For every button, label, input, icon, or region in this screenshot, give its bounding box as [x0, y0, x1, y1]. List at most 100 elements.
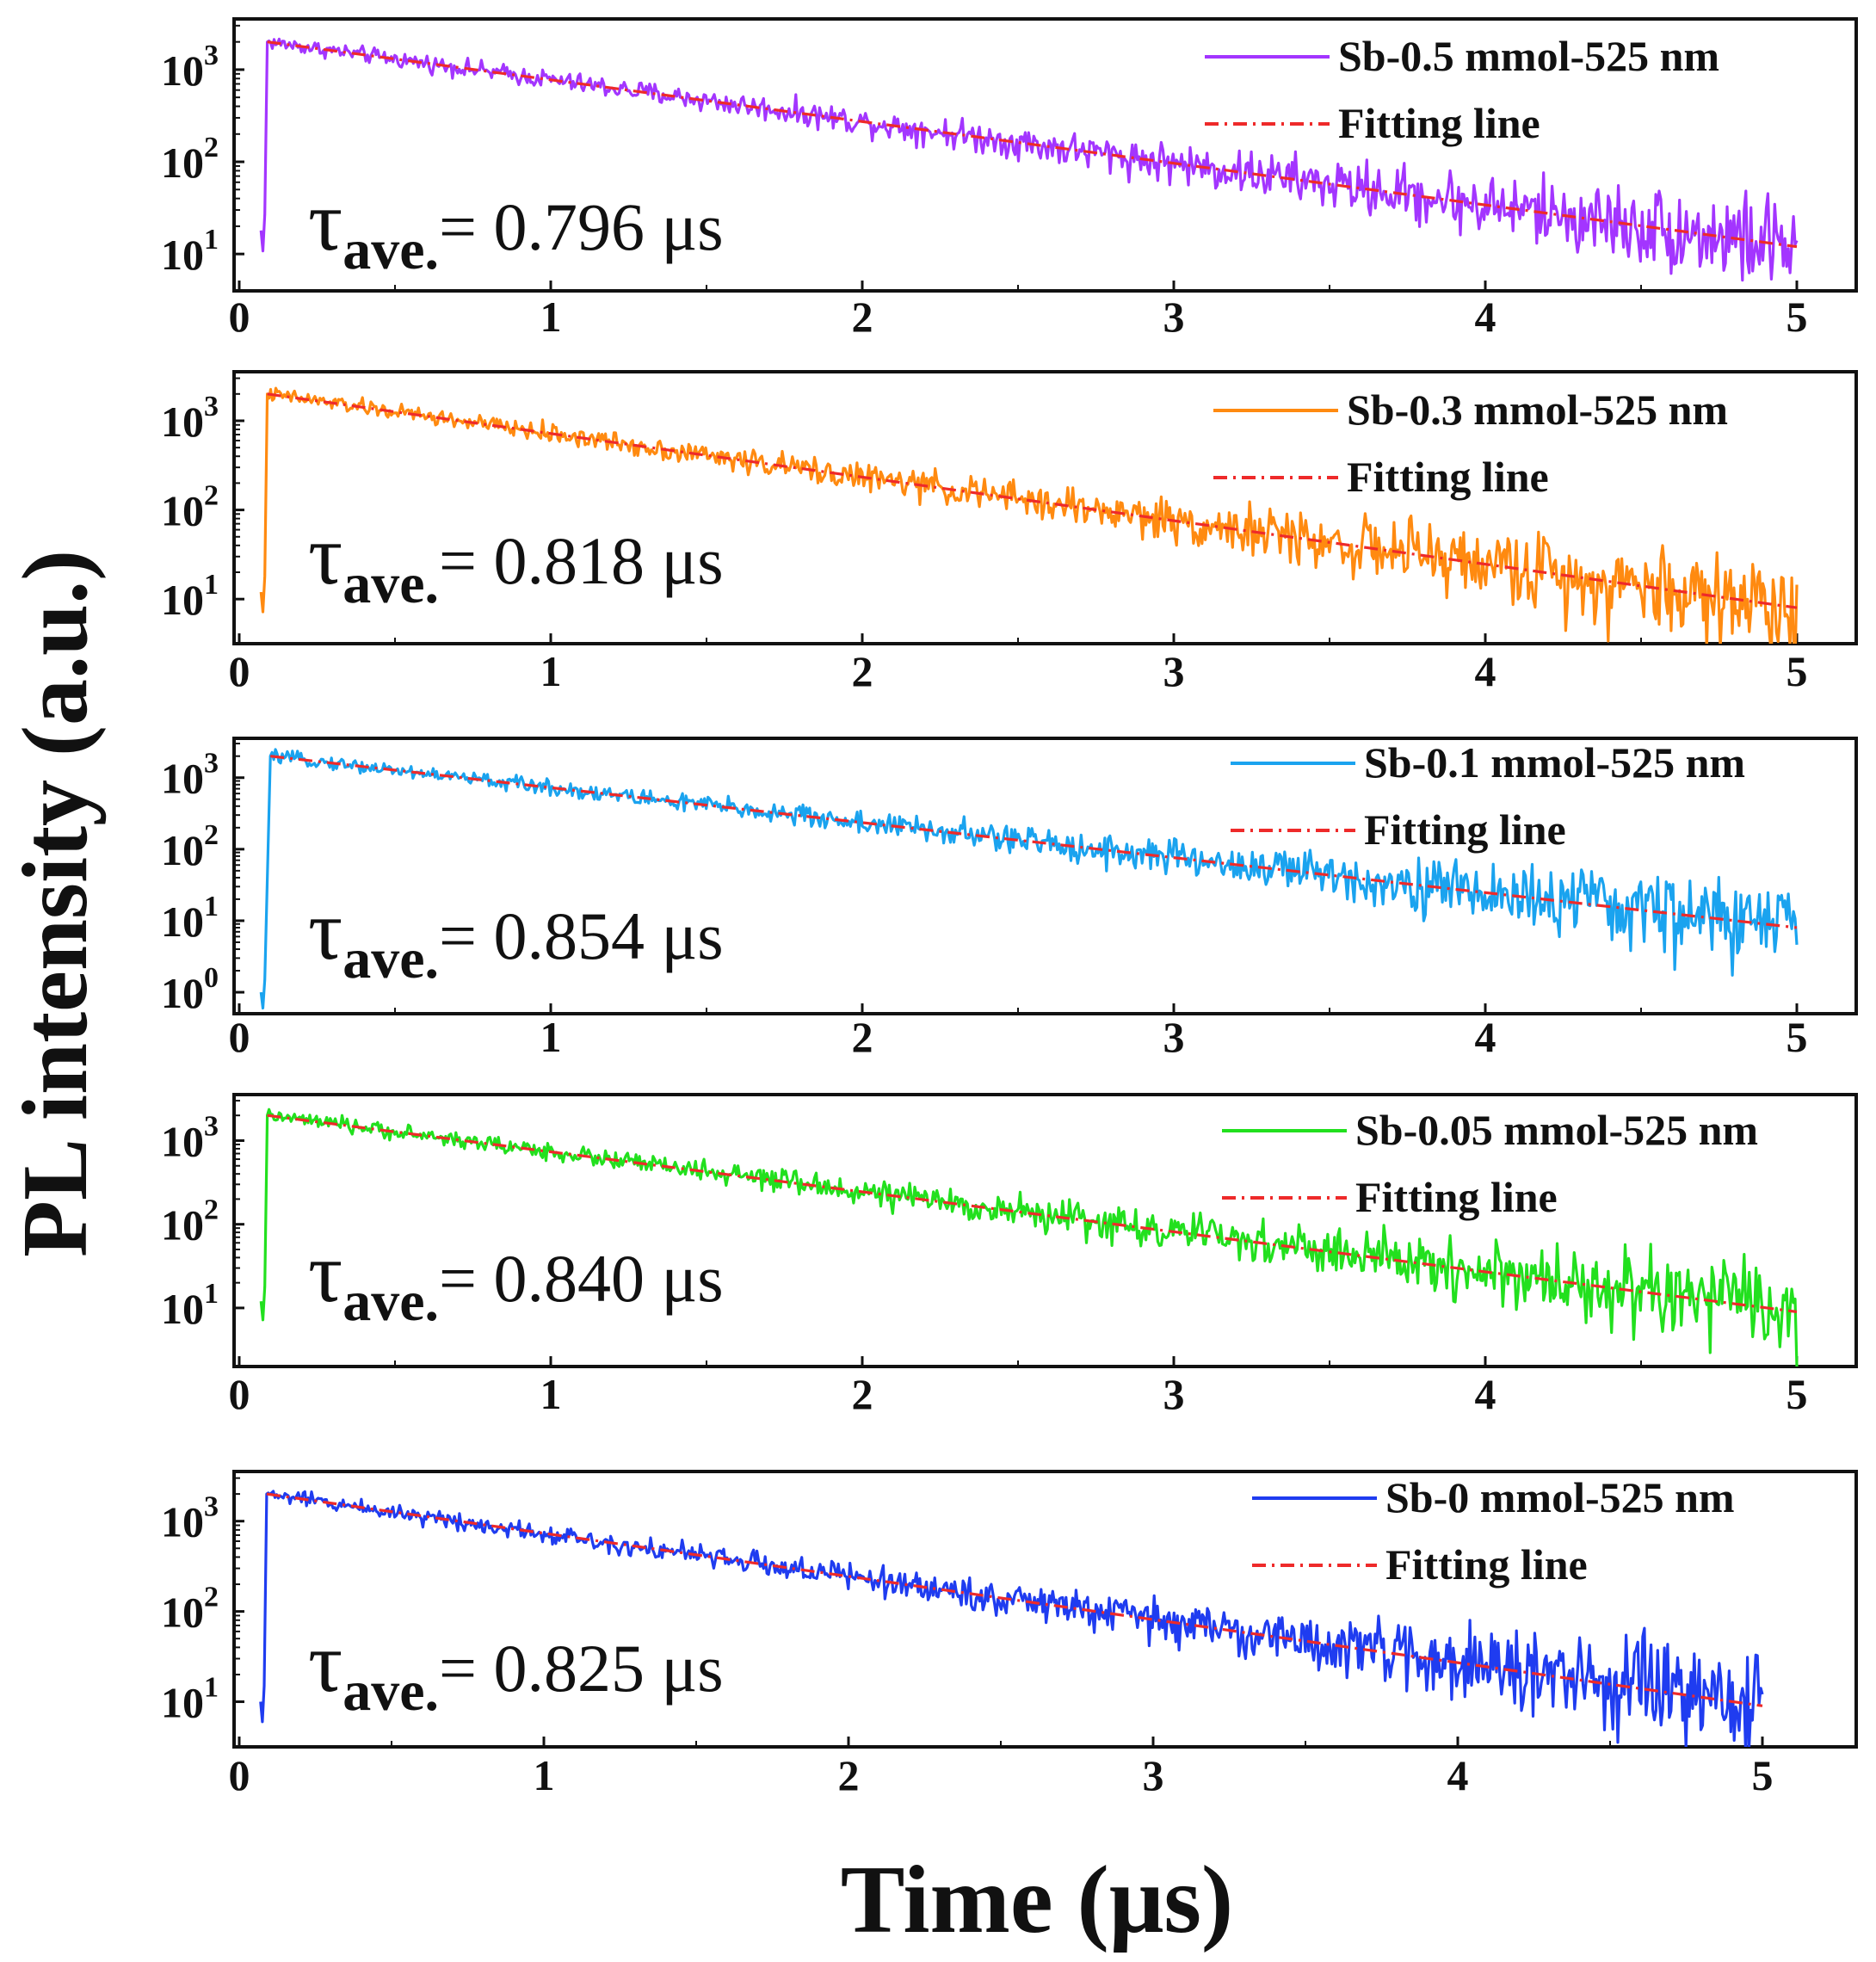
y-tick-exponent: 2 — [204, 1194, 219, 1226]
tau-annotation: τave.= 0.840 μs — [308, 1225, 724, 1333]
y-tick-label: 101 — [161, 1278, 219, 1333]
x-tick-label: 3 — [1163, 647, 1185, 695]
x-tick-label: 3 — [1163, 293, 1185, 341]
fitting-line — [267, 40, 1798, 249]
legend-series-label: Sb-0.1 mmol-525 nm — [1364, 738, 1745, 787]
x-tick-label: 4 — [1475, 647, 1496, 695]
y-tick-base: 10 — [161, 1117, 204, 1165]
y-tick-exponent: 2 — [204, 480, 219, 512]
y-tick-label: 103 — [161, 1491, 219, 1546]
y-tick-label: 100 — [161, 962, 219, 1017]
x-tick-label: 5 — [1752, 1751, 1774, 1799]
tau-value: = 0.840 μs — [439, 1241, 724, 1316]
panel-4-frame — [232, 1093, 1858, 1368]
x-tick-label: 0 — [229, 1013, 250, 1061]
x-tick-label: 2 — [852, 647, 873, 695]
x-tick-label: 5 — [1787, 293, 1808, 341]
tau-subscript: ave. — [342, 219, 439, 281]
y-axis-title: PL intensity (a.u.) — [4, 550, 107, 1257]
y-tick-label: 102 — [161, 132, 219, 187]
y-tick-label: 102 — [161, 480, 219, 535]
y-tick-exponent: 1 — [204, 891, 219, 922]
y-tick-label: 103 — [161, 748, 219, 803]
tau-annotation: τave.= 0.818 μs — [308, 507, 724, 615]
y-tick-exponent: 1 — [204, 569, 219, 601]
legend-series-label: Sb-0.05 mmol-525 nm — [1355, 1106, 1758, 1154]
tau-symbol: τ — [308, 507, 342, 602]
y-tick-exponent: 2 — [204, 819, 219, 851]
tau-subscript: ave. — [342, 1270, 439, 1333]
x-tick-label: 2 — [838, 1751, 860, 1799]
y-tick-exponent: 3 — [204, 1491, 219, 1523]
tau-symbol: τ — [308, 1225, 342, 1320]
tau-symbol: τ — [308, 1614, 342, 1710]
y-tick-label: 103 — [161, 40, 219, 95]
y-tick-exponent: 1 — [204, 224, 219, 256]
tau-value: = 0.854 μs — [439, 898, 724, 973]
legend-series-label: Sb-0.3 mmol-525 nm — [1347, 386, 1728, 434]
tau-symbol: τ — [308, 173, 342, 268]
x-tick-label: 2 — [852, 293, 873, 341]
y-tick-exponent: 3 — [204, 40, 219, 71]
tau-annotation: τave.= 0.854 μs — [308, 882, 724, 990]
legend-fit-label: Fitting line — [1355, 1173, 1558, 1221]
y-tick-exponent: 3 — [204, 391, 219, 423]
panel-3-frame — [232, 737, 1858, 1015]
fitting-line — [267, 392, 1798, 609]
y-tick-base: 10 — [161, 1498, 204, 1546]
x-tick-label: 4 — [1475, 1370, 1496, 1418]
y-tick-label: 101 — [161, 891, 219, 946]
tau-subscript: ave. — [342, 928, 439, 990]
tau-annotation: τave.= 0.796 μs — [308, 173, 724, 281]
panel-5-frame — [232, 1470, 1858, 1749]
tau-value: = 0.796 μs — [439, 189, 724, 264]
y-tick-base: 10 — [161, 487, 204, 535]
tau-symbol: τ — [308, 882, 342, 978]
y-tick-exponent: 3 — [204, 1110, 219, 1142]
fitting-line — [270, 755, 1798, 929]
fitting-line — [267, 1114, 1798, 1313]
legend-fit-label: Fitting line — [1385, 1540, 1588, 1589]
x-tick-label: 1 — [540, 1370, 562, 1418]
tau-value: = 0.825 μs — [439, 1631, 724, 1706]
legend-fit-label: Fitting line — [1364, 805, 1566, 854]
y-tick-exponent: 2 — [204, 1582, 219, 1613]
x-tick-label: 3 — [1143, 1751, 1164, 1799]
legend-series-label: Sb-0 mmol-525 nm — [1385, 1473, 1735, 1521]
tau-annotation: τave.= 0.825 μs — [308, 1614, 724, 1723]
y-tick-label: 103 — [161, 391, 219, 446]
tau-subscript: ave. — [342, 1660, 439, 1723]
x-tick-label: 2 — [852, 1013, 873, 1061]
y-tick-base: 10 — [161, 231, 204, 279]
y-tick-label: 101 — [161, 569, 219, 624]
x-axis-title: Time (μs) — [841, 1847, 1233, 1953]
x-tick-label: 1 — [540, 1013, 562, 1061]
y-tick-base: 10 — [161, 826, 204, 874]
panel-2-frame — [232, 370, 1858, 645]
y-tick-base: 10 — [161, 898, 204, 946]
data-series-line — [259, 748, 1799, 1010]
y-tick-label: 101 — [161, 224, 219, 279]
panel-1-frame — [232, 17, 1858, 293]
y-tick-exponent: 2 — [204, 132, 219, 164]
y-tick-label: 102 — [161, 1582, 219, 1637]
x-tick-label: 4 — [1475, 1013, 1496, 1061]
y-tick-exponent: 0 — [204, 962, 219, 994]
x-tick-label: 1 — [540, 647, 562, 695]
x-tick-label: 5 — [1787, 647, 1808, 695]
x-tick-label: 0 — [229, 1370, 250, 1418]
y-tick-base: 10 — [161, 1589, 204, 1637]
legend-series-label: Sb-0.5 mmol-525 nm — [1338, 32, 1719, 80]
y-tick-base: 10 — [161, 46, 204, 95]
data-series-line — [259, 37, 1799, 282]
y-tick-base: 10 — [161, 139, 204, 187]
x-tick-label: 0 — [229, 647, 250, 695]
y-tick-exponent: 3 — [204, 748, 219, 780]
y-tick-label: 101 — [161, 1672, 219, 1727]
